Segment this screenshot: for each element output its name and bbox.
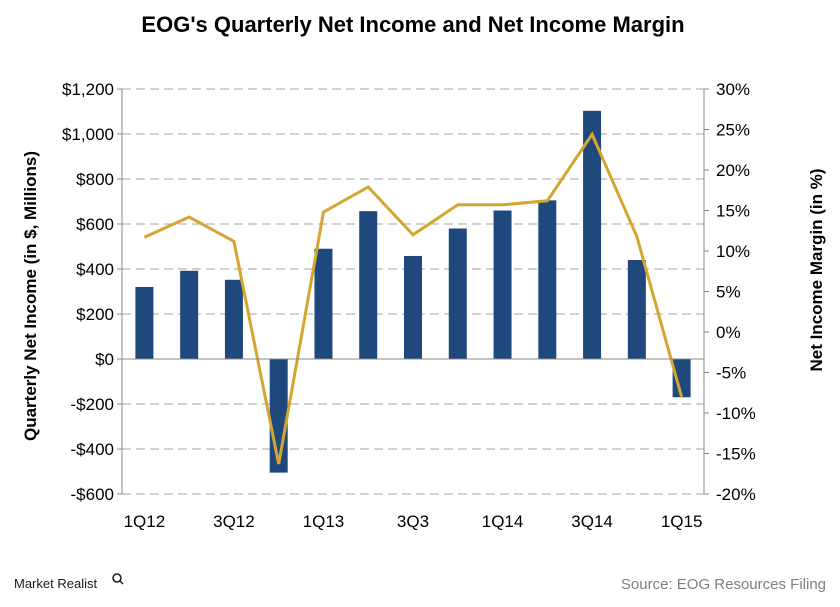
bar	[135, 287, 154, 359]
brand-name: Market Realist	[14, 576, 97, 591]
bar-series	[135, 110, 691, 473]
y2-tick-label: -10%	[716, 404, 756, 423]
y-tick-label: $1,200	[62, 80, 114, 99]
x-tick-label: 1Q12	[124, 512, 166, 531]
margin-line	[143, 131, 684, 465]
y2-tick-label: -20%	[716, 485, 756, 504]
x-tick-label: 1Q13	[303, 512, 345, 531]
left-y-ticks: $1,200 $1,000 $800 $600 $400 $200 $0 -$200 -$400…	[62, 80, 122, 504]
y2-tick-label: 25%	[716, 121, 750, 140]
x-tick-label: 3Q3	[397, 512, 429, 531]
y2-tick-label: 5%	[716, 283, 741, 302]
bar	[583, 110, 602, 359]
y-tick-label: $600	[76, 215, 114, 234]
y-tick-label: $800	[76, 170, 114, 189]
bar	[314, 248, 333, 359]
bar	[493, 210, 512, 359]
y-tick-label: $0	[95, 350, 114, 369]
y-tick-label: -$200	[71, 395, 114, 414]
y-tick-label: $1,000	[62, 125, 114, 144]
bar	[224, 279, 243, 359]
y-tick-label: $200	[76, 305, 114, 324]
y-tick-label: -$600	[71, 485, 114, 504]
y-tick-label: -$400	[71, 440, 114, 459]
y2-tick-label: 30%	[716, 80, 750, 99]
y2-tick-label: 0%	[716, 323, 741, 342]
bar	[672, 359, 691, 398]
y2-tick-label: 10%	[716, 242, 750, 261]
line-series	[143, 131, 684, 465]
bar	[180, 270, 199, 359]
y2-tick-label: -15%	[716, 445, 756, 464]
y2-tick-label: -5%	[716, 364, 746, 383]
bar	[627, 260, 646, 359]
bar	[538, 200, 557, 359]
magnifier-icon	[112, 573, 122, 583]
y-tick-label: $400	[76, 260, 114, 279]
chart-title: EOG's Quarterly Net Income and Net Incom…	[141, 12, 684, 37]
y2-axis-label: Net Income Margin (in %)	[807, 168, 826, 371]
x-ticks: 1Q12 3Q12 1Q13 3Q3 1Q14 3Q14 1Q15	[124, 512, 703, 531]
bar	[359, 211, 378, 359]
y-axis-label: Quarterly Net Income (in $, Millions)	[21, 151, 40, 441]
source-note: Source: EOG Resources Filing	[621, 576, 826, 593]
market-realist-logo: Market Realist	[14, 573, 124, 591]
x-tick-label: 3Q12	[213, 512, 255, 531]
x-tick-label: 1Q14	[482, 512, 524, 531]
gridlines	[122, 88, 704, 495]
bar	[448, 228, 467, 359]
x-tick-label: 1Q15	[661, 512, 703, 531]
y2-tick-label: 15%	[716, 202, 750, 221]
x-tick-label: 3Q14	[571, 512, 613, 531]
right-y-ticks: 30% 25% 20% 15% 10% 5% 0% -5% -10% -15% -20%	[704, 80, 756, 504]
y2-tick-label: 20%	[716, 161, 750, 180]
bar	[404, 255, 422, 359]
